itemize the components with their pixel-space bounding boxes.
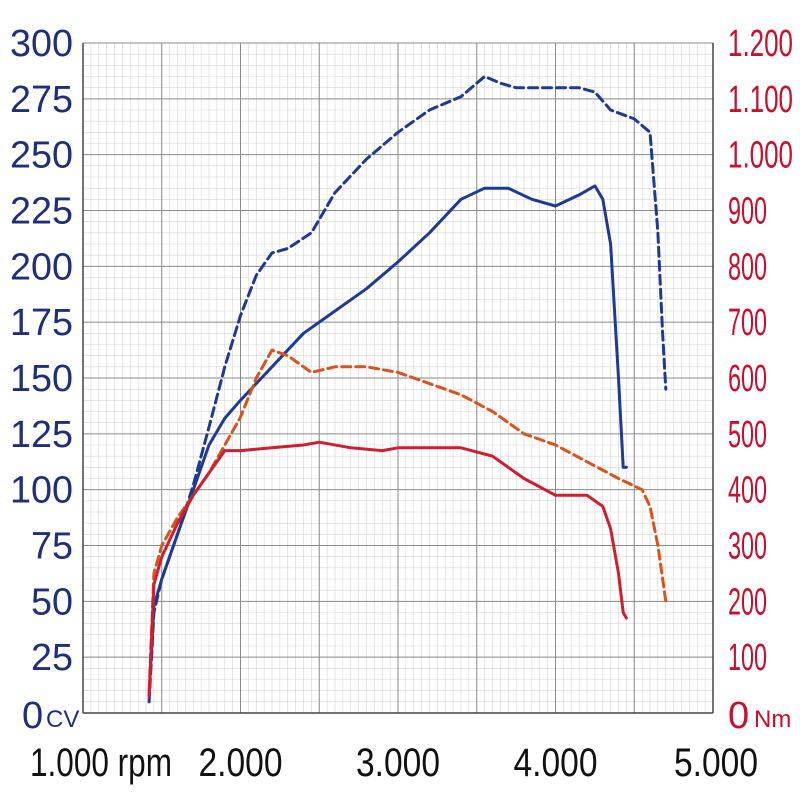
left-tick-label: 250 <box>10 135 73 177</box>
left-tick-label: 175 <box>10 302 73 344</box>
right-tick-label: 1.100 <box>728 79 793 121</box>
left-tick-label: 225 <box>10 191 73 233</box>
left-tick-label: 100 <box>10 470 73 512</box>
right-tick-label: 200 <box>728 581 767 623</box>
right-axis-ticks: 100 200 300 400 500 600 700 800 900 1.000 1.100 1.2… <box>728 23 793 679</box>
torque-solid-line <box>147 440 628 698</box>
right-tick-label: 800 <box>728 246 767 288</box>
power-dashed-line <box>147 75 668 704</box>
major-grid <box>82 42 714 714</box>
left-tick-label: 150 <box>10 358 73 400</box>
left-tick-label: 200 <box>10 246 73 288</box>
left-tick-label: 75 <box>31 526 73 568</box>
right-tick-label: 300 <box>728 526 767 568</box>
right-tick-label: 100 <box>728 637 767 679</box>
torque-dashed-line <box>147 348 668 693</box>
right-tick-label: 700 <box>728 302 767 344</box>
left-unit-label: CV <box>46 706 79 733</box>
x-axis-ticks: 1.000 rpm 2.000 3.000 4.000 5.000 <box>30 741 758 785</box>
power-solid-line <box>147 184 628 697</box>
left-tick-label: 50 <box>31 581 73 623</box>
right-tick-label: 1.000 <box>728 135 793 177</box>
x-tick-label: 1.000 rpm <box>30 741 172 785</box>
series-layer <box>147 75 668 704</box>
x-tick-label: 3.000 <box>356 741 440 785</box>
right-zero-label: 0 <box>728 695 749 737</box>
x-tick-label: 5.000 <box>674 741 758 785</box>
right-tick-label: 600 <box>728 358 767 400</box>
right-tick-label: 500 <box>728 414 767 456</box>
left-axis-ticks: 25 50 75 100 125 150 175 200 225 250 275 300 <box>10 23 73 679</box>
x-tick-label: 4.000 <box>514 741 598 785</box>
left-tick-label: 25 <box>31 637 73 679</box>
right-tick-label: 1.200 <box>728 23 793 65</box>
left-zero-label: 0 <box>22 695 43 737</box>
x-tick-label: 2.000 <box>199 741 283 785</box>
unit-labels: 0 CV 0 Nm <box>22 695 791 737</box>
left-tick-label: 125 <box>10 414 73 456</box>
left-tick-label: 275 <box>10 79 73 121</box>
right-tick-label: 400 <box>728 470 767 512</box>
left-tick-label: 300 <box>10 23 73 65</box>
right-unit-label: Nm <box>754 706 791 733</box>
right-tick-label: 900 <box>728 191 767 233</box>
